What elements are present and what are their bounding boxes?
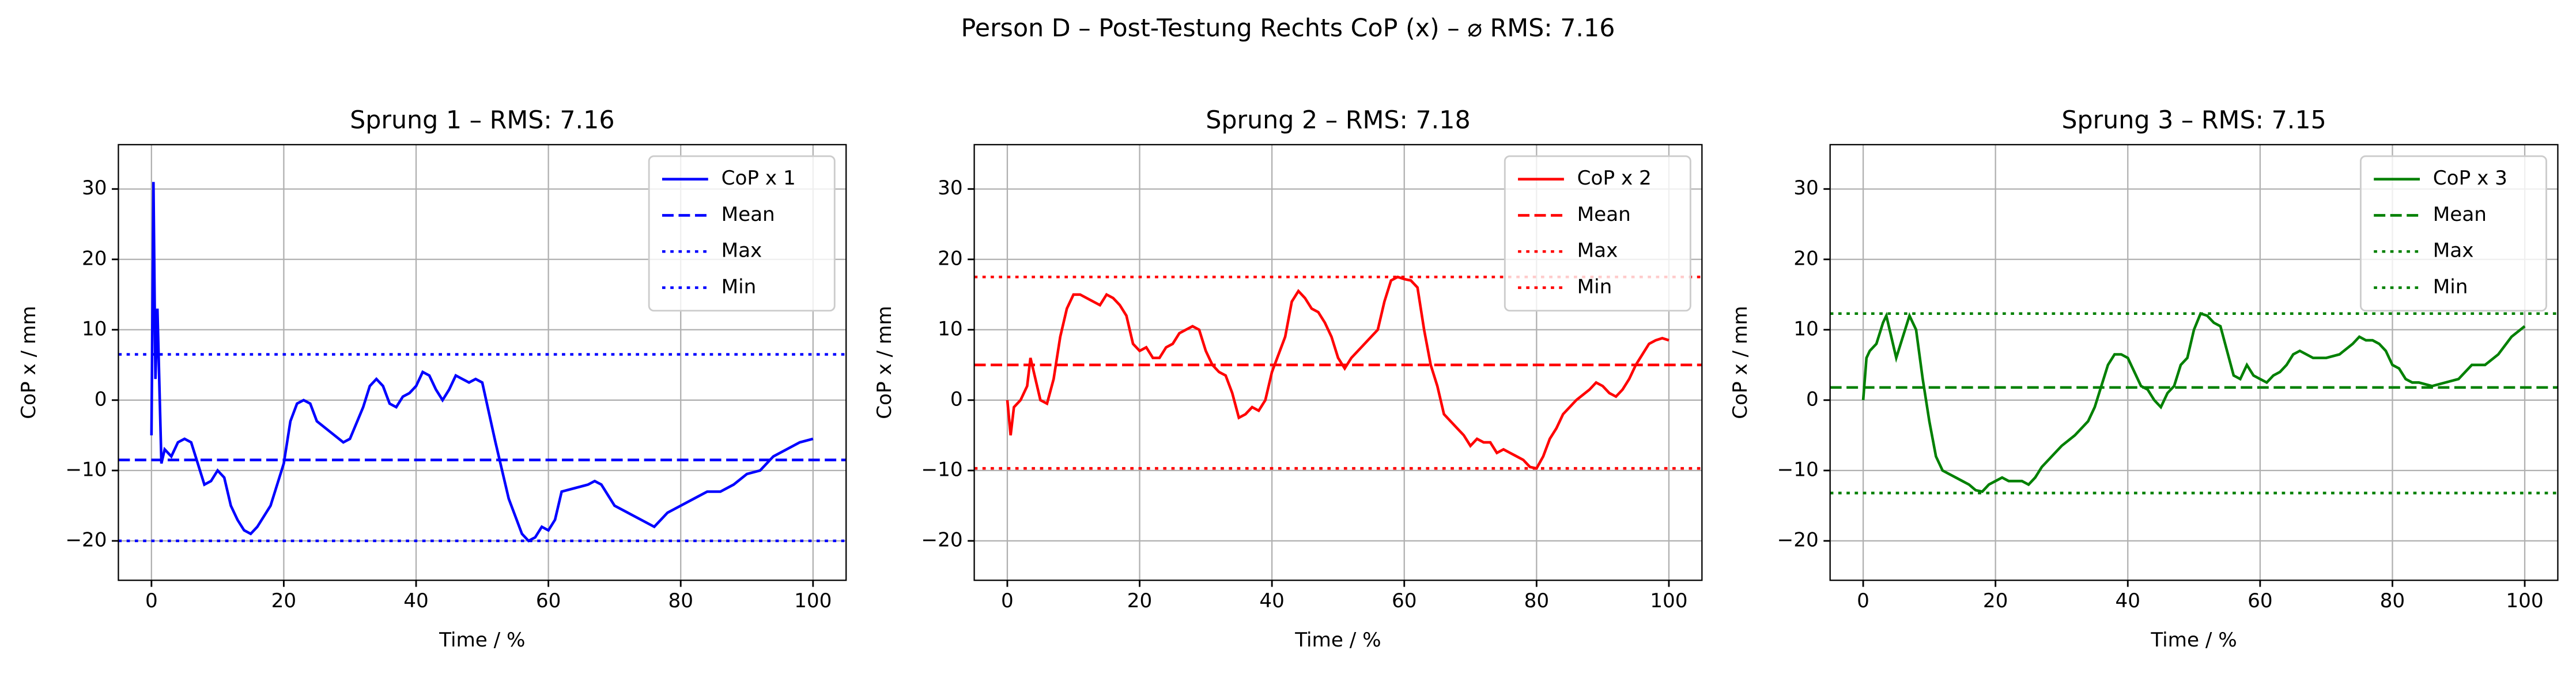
subplot-title: Sprung 1 – RMS: 7.16	[350, 106, 614, 134]
x-axis-label: Time / %	[1294, 629, 1381, 652]
x-axis-label: Time / %	[2150, 629, 2237, 652]
y-tick-label: −20	[921, 528, 962, 551]
legend-label: Min	[722, 275, 757, 298]
legend-box	[2359, 155, 2547, 312]
legend-label: Max	[722, 239, 762, 262]
x-tick-label: 0	[145, 589, 158, 612]
y-tick-label: 20	[1793, 247, 1819, 270]
x-axis-label: Time / %	[439, 629, 525, 652]
x-tick-label: 60	[2248, 589, 2273, 612]
data-line	[1861, 311, 2526, 493]
y-tick-label: 10	[938, 317, 963, 340]
legend-label: Mean	[2433, 203, 2487, 226]
x-tick-label: 40	[403, 589, 429, 612]
y-tick-label: −20	[65, 528, 107, 551]
x-tick-label: 80	[668, 589, 693, 612]
x-tick-label: 80	[2380, 589, 2405, 612]
x-tick-label: 80	[1524, 589, 1550, 612]
y-tick-label: 0	[1806, 388, 1819, 411]
legend-box	[1504, 155, 1691, 312]
figure-title: Person D – Post-Testung Rechts CoP (x) –…	[961, 14, 1615, 43]
legend-label: Mean	[722, 203, 775, 226]
subplot-title: Sprung 3 – RMS: 7.15	[2061, 106, 2326, 134]
y-tick-label: 0	[950, 388, 963, 411]
y-tick-label: 30	[1793, 176, 1819, 200]
x-tick-label: 0	[1857, 589, 1869, 612]
x-tick-label: 100	[2506, 589, 2543, 612]
legend-box	[648, 155, 836, 312]
y-tick-label: 20	[938, 247, 963, 270]
plot-frame	[973, 144, 1703, 581]
y-tick-label: −10	[1777, 458, 1819, 481]
x-tick-label: 20	[1983, 589, 2008, 612]
x-tick-label: 20	[1127, 589, 1153, 612]
legend-label: Mean	[1577, 203, 1631, 226]
y-tick-label: 10	[1793, 317, 1819, 340]
legend-label: Max	[2433, 239, 2474, 262]
y-tick-label: 20	[82, 247, 107, 270]
x-tick-label: 100	[1650, 589, 1687, 612]
y-tick-label: −10	[65, 458, 107, 481]
x-tick-label: 0	[1001, 589, 1014, 612]
legend-label: Max	[1577, 239, 1618, 262]
subplot-title: Sprung 2 – RMS: 7.18	[1206, 106, 1470, 134]
legend-label: CoP x 2	[1577, 167, 1652, 190]
x-tick-label: 40	[2116, 589, 2141, 612]
x-tick-label: 20	[271, 589, 297, 612]
legend-label: CoP x 1	[722, 167, 796, 190]
y-axis-label: CoP x / mm	[1729, 306, 1752, 419]
legend-label: Min	[2433, 275, 2468, 298]
y-axis-label: CoP x / mm	[873, 306, 896, 419]
x-tick-label: 60	[1392, 589, 1417, 612]
x-tick-label: 100	[794, 589, 832, 612]
legend-label: CoP x 3	[2433, 167, 2507, 190]
x-tick-label: 40	[1259, 589, 1285, 612]
y-tick-label: −10	[921, 458, 962, 481]
plot-frame	[118, 144, 847, 581]
y-tick-label: 30	[938, 176, 963, 200]
y-tick-label: 30	[82, 176, 107, 200]
y-tick-label: 0	[95, 388, 107, 411]
data-line	[150, 182, 814, 543]
y-axis-label: CoP x / mm	[17, 306, 40, 419]
y-tick-label: 10	[82, 317, 107, 340]
data-line	[1006, 275, 1670, 470]
legend-label: Min	[1577, 275, 1612, 298]
plot-frame	[1829, 144, 2559, 581]
x-tick-label: 60	[536, 589, 561, 612]
y-tick-label: −20	[1777, 528, 1819, 551]
